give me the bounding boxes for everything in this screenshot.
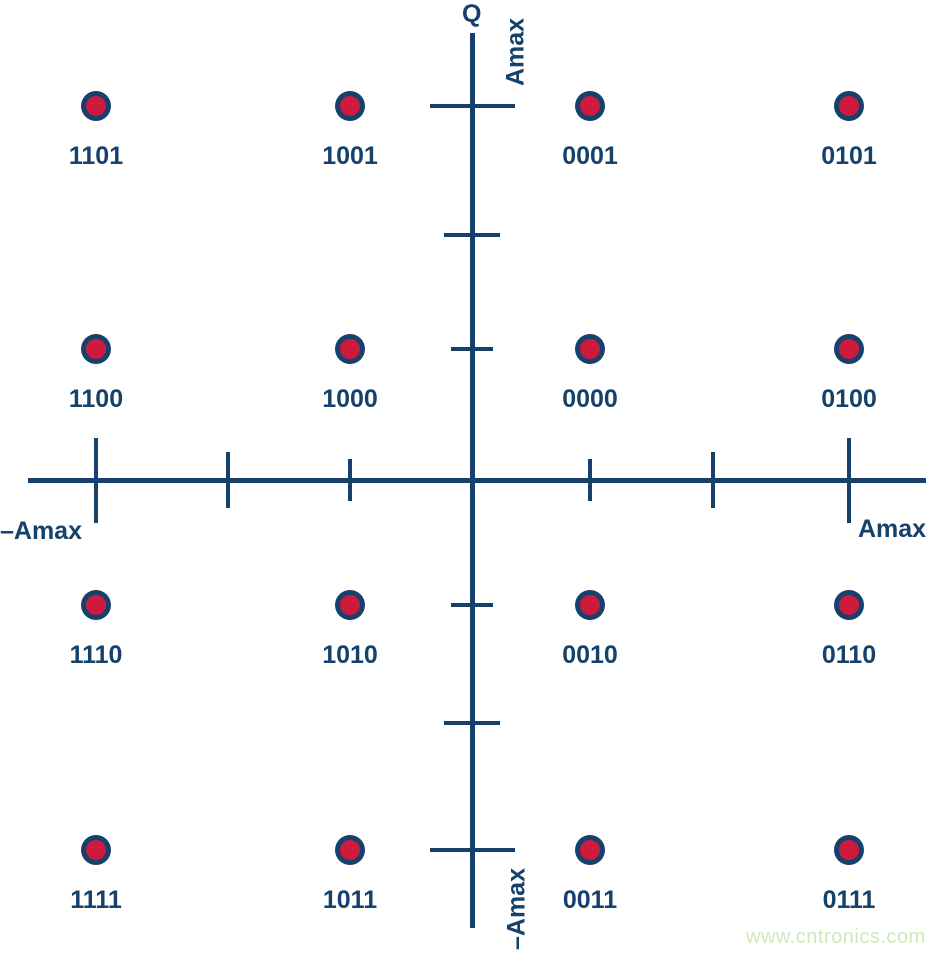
symbol-label: 1011 — [322, 886, 378, 914]
i-axis-min-label: –Amax — [0, 517, 82, 545]
constellation-point — [335, 590, 365, 620]
i-axis-max-label: Amax — [858, 515, 927, 543]
constellation-point — [335, 334, 365, 364]
i-axis-tick — [94, 437, 98, 523]
symbol-label: 0101 — [821, 142, 877, 170]
q-axis-tick — [429, 104, 515, 108]
symbol-label: 0000 — [562, 385, 618, 413]
symbol-label: 1000 — [322, 385, 378, 413]
q-axis-min-label: –Amax — [502, 868, 531, 950]
constellation-point — [575, 590, 605, 620]
constellation-point-core — [580, 595, 600, 615]
constellation-point — [575, 835, 605, 865]
constellation-point — [834, 835, 864, 865]
constellation-point — [81, 590, 111, 620]
constellation-point-core — [839, 96, 859, 116]
constellation-point-core — [86, 96, 106, 116]
symbol-label: 1100 — [68, 385, 124, 413]
symbol-label: 0011 — [562, 886, 618, 914]
constellation-point-core — [340, 595, 360, 615]
symbol-label: 1010 — [322, 641, 378, 669]
symbol-label: 1110 — [69, 641, 123, 669]
i-axis-tick — [711, 452, 715, 508]
i-axis-tick — [348, 459, 352, 501]
symbol-label: 0010 — [562, 641, 618, 669]
constellation-point-core — [580, 96, 600, 116]
symbol-label: 1001 — [322, 142, 378, 170]
constellation-point — [834, 590, 864, 620]
q-axis-max-label: Amax — [501, 17, 530, 87]
q-axis-tick — [451, 603, 493, 607]
watermark-text: www.cntronics.com — [746, 926, 926, 948]
symbol-label: 0100 — [821, 385, 877, 413]
constellation-point-core — [839, 595, 859, 615]
q-axis-tick — [429, 848, 515, 852]
q-axis-tick — [444, 721, 500, 725]
symbol-label: 1111 — [70, 886, 122, 914]
symbol-label: 0111 — [822, 886, 876, 914]
q-axis-tick — [451, 347, 493, 351]
constellation-point — [335, 91, 365, 121]
symbol-label: 0001 — [562, 142, 618, 170]
constellation-point-core — [580, 339, 600, 359]
i-axis-line — [28, 478, 926, 483]
constellation-point-core — [340, 339, 360, 359]
symbol-label: 1101 — [68, 142, 124, 170]
constellation-point-core — [86, 595, 106, 615]
i-axis-tick — [588, 459, 592, 501]
constellation-point-core — [839, 840, 859, 860]
constellation-point — [834, 334, 864, 364]
constellation-point — [81, 334, 111, 364]
constellation-point-core — [580, 840, 600, 860]
q-axis-title: Q — [462, 0, 482, 28]
constellation-point — [81, 835, 111, 865]
constellation-point-core — [340, 840, 360, 860]
constellation-point — [575, 91, 605, 121]
constellation-point-core — [839, 339, 859, 359]
i-axis-tick — [226, 452, 230, 508]
constellation-point — [834, 91, 864, 121]
constellation-point — [335, 835, 365, 865]
constellation-point-core — [86, 339, 106, 359]
symbol-label: 0110 — [821, 641, 877, 669]
constellation-point — [575, 334, 605, 364]
constellation-point-core — [340, 96, 360, 116]
constellation-point — [81, 91, 111, 121]
constellation-point-core — [86, 840, 106, 860]
i-axis-tick — [847, 437, 851, 523]
q-axis-tick — [444, 233, 500, 237]
